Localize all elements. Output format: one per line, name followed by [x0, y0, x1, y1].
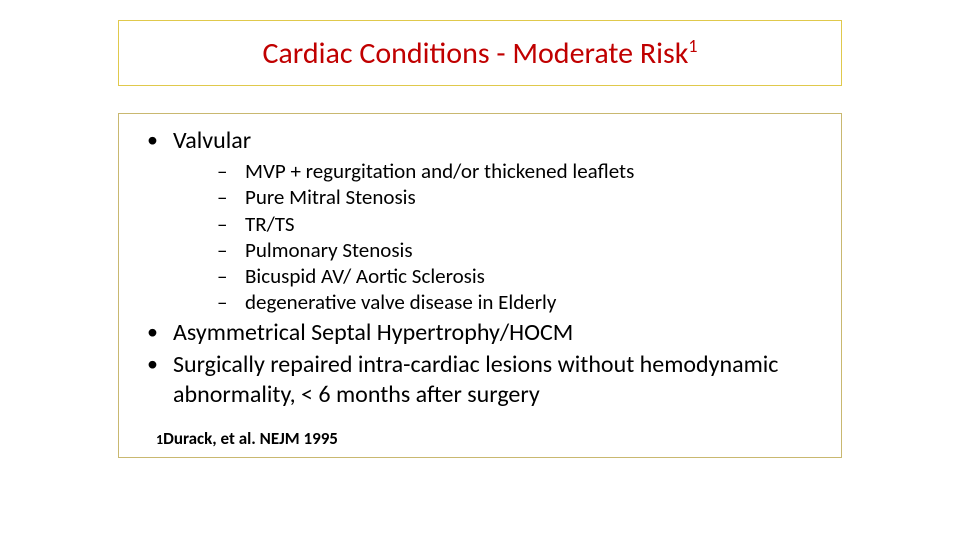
title-main: Cardiac Conditions - Moderate Risk — [262, 35, 688, 72]
sub-list-item: MVP + regurgitation and/or thickened lea… — [205, 158, 823, 184]
slide: Cardiac Conditions - Moderate Risk1 Valv… — [0, 0, 960, 540]
sub-list-item: Bicuspid AV/ Aortic Sclerosis — [205, 263, 823, 289]
list-item-label: Valvular — [173, 126, 251, 155]
sub-bullet-list: MVP + regurgitation and/or thickened lea… — [173, 158, 823, 316]
bullet-list: Valvular MVP + regurgitation and/or thic… — [137, 126, 823, 410]
reference-citation: 1Durack, et al. NEJM 1995 — [156, 428, 338, 449]
slide-title: Cardiac Conditions - Moderate Risk1 — [262, 35, 697, 72]
sub-list-item: Pulmonary Stenosis — [205, 237, 823, 263]
title-superscript: 1 — [688, 35, 697, 57]
sub-list-item: TR/TS — [205, 211, 823, 237]
sub-list-item: degenerative valve disease in Elderly — [205, 289, 823, 315]
list-item: Surgically repaired intra-cardiac lesion… — [137, 350, 823, 410]
reference-text: Durack, et al. NEJM 1995 — [163, 428, 338, 449]
list-item: Valvular MVP + regurgitation and/or thic… — [137, 126, 823, 316]
title-box: Cardiac Conditions - Moderate Risk1 — [118, 20, 842, 86]
list-item: Asymmetrical Septal Hypertrophy/HOCM — [137, 318, 823, 348]
sub-list-item: Pure Mitral Stenosis — [205, 184, 823, 210]
body-box: Valvular MVP + regurgitation and/or thic… — [118, 113, 842, 458]
